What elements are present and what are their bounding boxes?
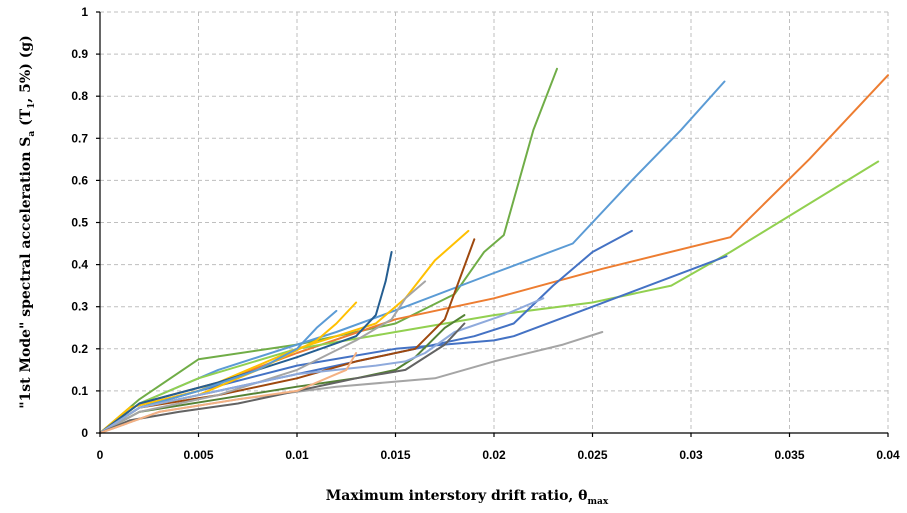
y-tick-label: 0.6 — [71, 173, 88, 187]
y-tick-label: 0.2 — [71, 342, 88, 356]
series-line-1 — [99, 67, 558, 434]
x-tick-label: 0.015 — [380, 448, 410, 462]
x-tick-label: 0.04 — [876, 448, 900, 462]
y-tick-label: 0.4 — [71, 258, 88, 272]
series-line-15 — [99, 297, 545, 434]
x-tick-label: 0.01 — [285, 448, 309, 462]
y-tick-label: 0.9 — [71, 47, 88, 61]
x-tick-label: 0.02 — [482, 448, 506, 462]
series-line-7 — [99, 331, 604, 434]
x-tick-label: 0.005 — [183, 448, 213, 462]
y-tick-label: 0.7 — [71, 131, 88, 145]
x-tick-label: 0.025 — [577, 448, 607, 462]
y-tick-label: 0.1 — [71, 384, 88, 398]
tick-labels: 0 0.1 0.2 0.3 0.4 0.5 0.6 0.7 0.8 0.9 1 0 0.005 0.01 0… — [71, 5, 900, 462]
series-line-12 — [99, 280, 427, 434]
y-axis-title: "1st Mode" spectral acceleration Sa (T1,… — [18, 35, 37, 409]
x-tick-label: 0 — [97, 448, 104, 462]
data-series — [99, 67, 889, 434]
grid-lines — [100, 11, 889, 433]
x-tick-label: 0.035 — [774, 448, 804, 462]
y-tick-label: 0.5 — [71, 216, 88, 230]
series-line-17 — [99, 352, 358, 434]
x-axis-title: Maximum interstory drift ratio, θmax — [326, 488, 609, 507]
series-line-8 — [99, 229, 470, 434]
y-tick-label: 1 — [81, 5, 88, 19]
series-line-4 — [99, 160, 880, 434]
y-tick-label: 0.3 — [71, 300, 88, 314]
x-tick-label: 0.03 — [679, 448, 703, 462]
axes — [96, 11, 889, 437]
y-tick-label: 0 — [81, 426, 88, 440]
y-tick-label: 0.8 — [71, 89, 88, 103]
series-line-11 — [99, 251, 393, 434]
